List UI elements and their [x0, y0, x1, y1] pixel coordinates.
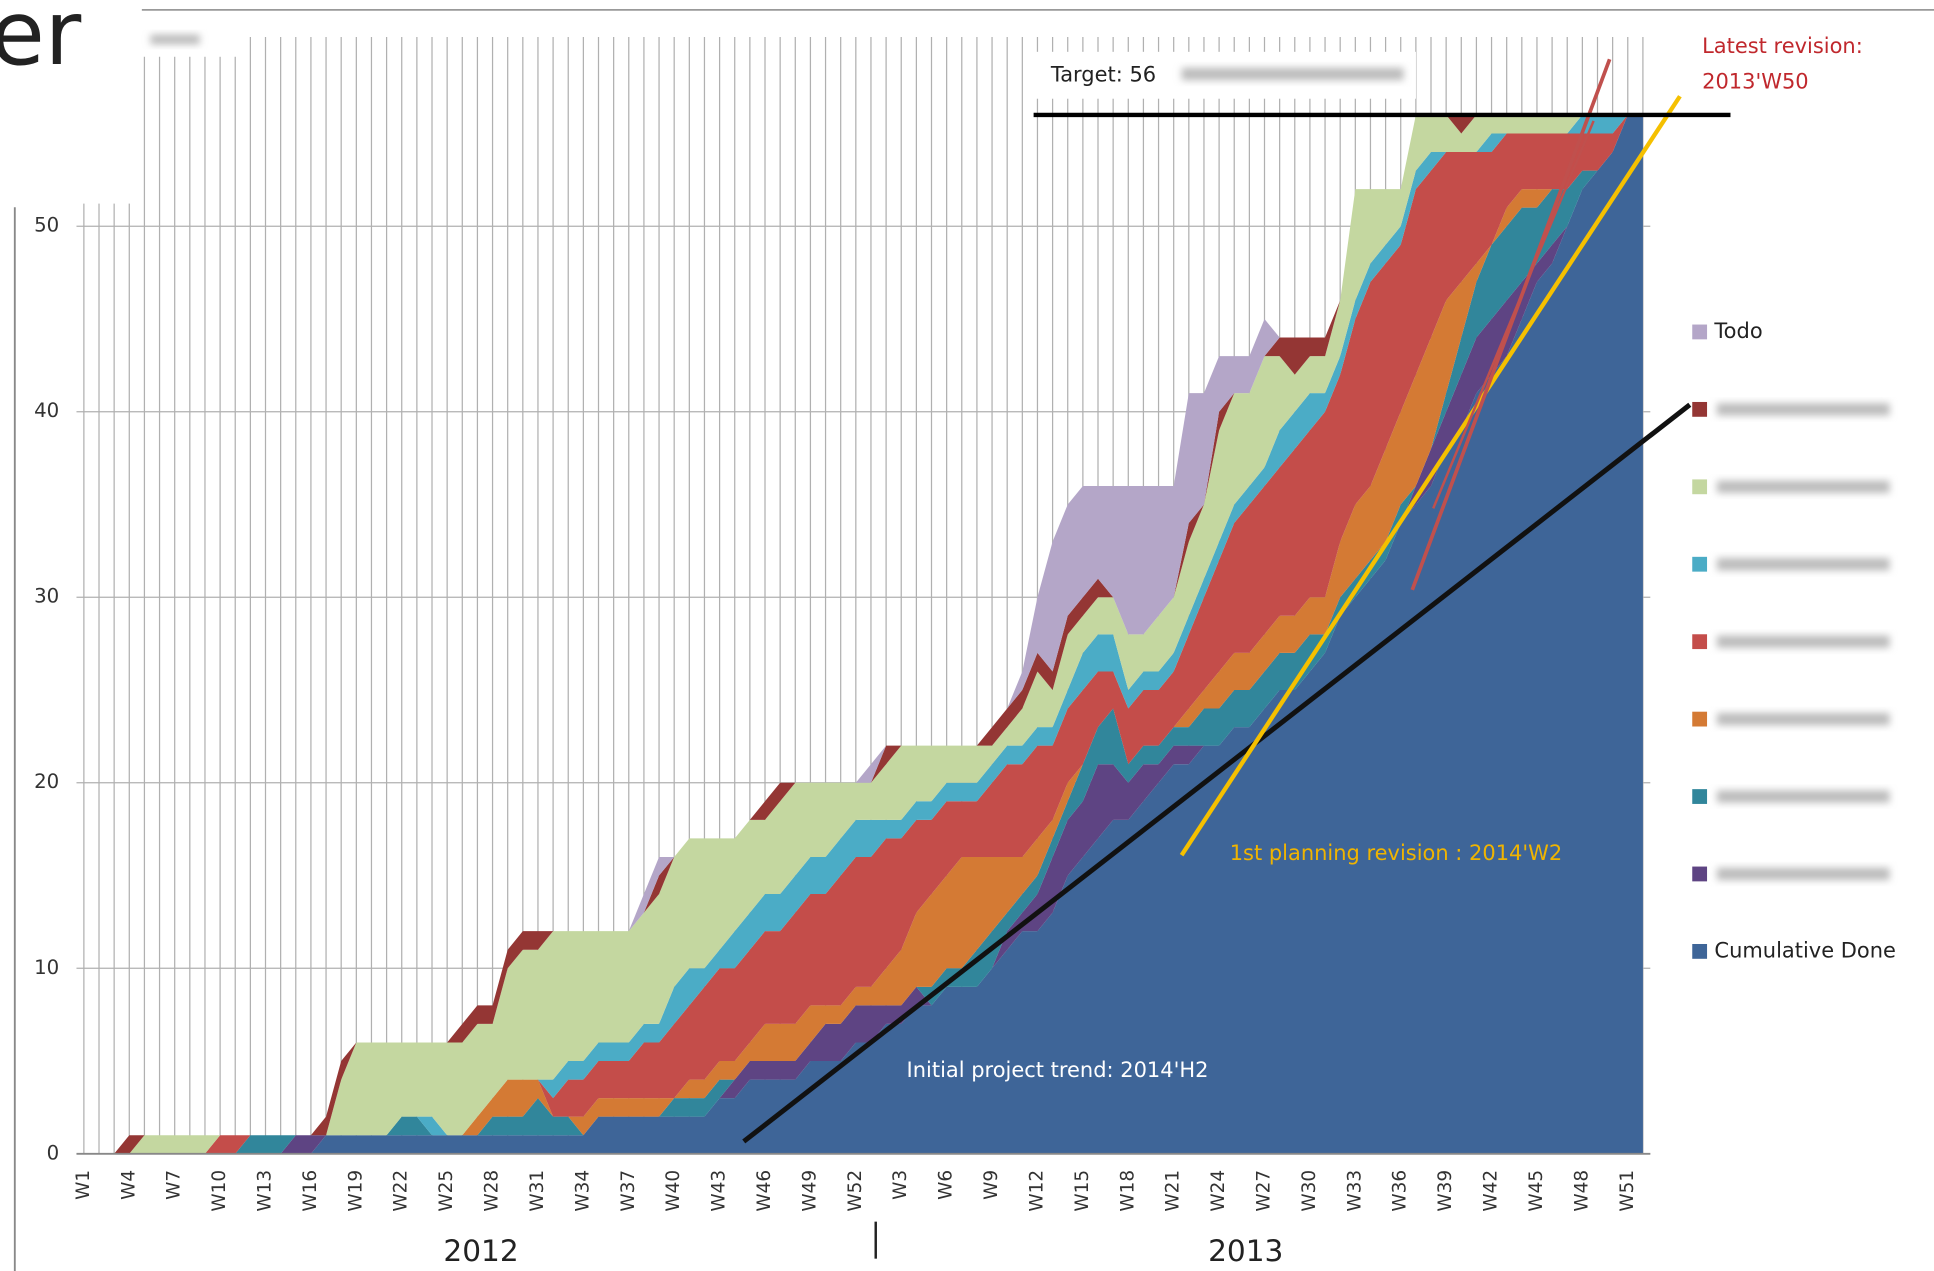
x-tick-label: W12 [1026, 1170, 1047, 1212]
legend-swatch [1692, 324, 1708, 340]
x-tick-label: W52 [845, 1170, 866, 1212]
x-tick-label: W42 [1481, 1170, 1502, 1212]
x-group-label: 2012 [443, 1234, 518, 1268]
legend-swatch [1692, 634, 1708, 650]
x-tick-label: W43 [709, 1170, 730, 1212]
x-tick-label: W18 [1117, 1170, 1138, 1212]
area [83, 114, 1643, 1154]
y-tick-label: 0 [47, 1141, 60, 1164]
areas [83, 114, 1643, 1154]
area [83, 114, 1643, 1154]
legend-blurred-label [1716, 790, 1890, 803]
x-tick-label: W10 [209, 1170, 230, 1212]
legend-swatch [1692, 789, 1708, 804]
x-tick-label: W4 [118, 1170, 139, 1200]
slide-title: er [0, 0, 82, 85]
x-tick-label: W27 [1254, 1170, 1275, 1212]
legend-blurred-label [1716, 480, 1890, 493]
x-tick-label: W9 [981, 1170, 1002, 1200]
x-tick-label: W19 [345, 1170, 366, 1212]
x-tick-label: W49 [799, 1170, 820, 1212]
legend-swatch [1692, 556, 1708, 572]
latest-revision-line [1432, 120, 1595, 509]
initial-trend-line [742, 402, 1692, 1144]
legend-label: Todo [1713, 319, 1762, 343]
x-tick-label: W37 [618, 1170, 639, 1212]
x-tick-label: W6 [936, 1170, 957, 1200]
legend-swatch [1692, 711, 1708, 727]
x-tick-label: W51 [1617, 1170, 1638, 1212]
legend-swatch [1692, 479, 1708, 495]
latest-revision-line [1410, 58, 1612, 591]
blurred-text [1181, 67, 1404, 81]
legend-blurred-label [1716, 712, 1890, 726]
x-tick-label: W33 [1344, 1170, 1365, 1212]
annotation: Latest revision: [1702, 34, 1863, 58]
annotation: Initial project trend: 2014'H2 [907, 1058, 1209, 1082]
legend-swatch [1692, 943, 1708, 959]
legend-label: Cumulative Done [1714, 938, 1895, 962]
x-tick-label: W22 [391, 1170, 412, 1212]
blurred-text [150, 34, 200, 45]
target-label: Target: 56 [1050, 62, 1156, 86]
y-tick-label: 20 [34, 770, 59, 793]
x-tick-label: W40 [663, 1170, 684, 1212]
annotation: 1st planning revision : 2014'W2 [1230, 841, 1563, 865]
x-tick-label: W15 [1072, 1170, 1093, 1212]
x-group-label: 2013 [1208, 1234, 1283, 1268]
x-tick-label: W48 [1571, 1170, 1592, 1212]
x-tick-label: W30 [1299, 1170, 1320, 1212]
first-revision-line [1179, 95, 1682, 857]
x-tick-label: W28 [482, 1170, 503, 1212]
legend-blurred-label [1716, 558, 1890, 571]
x-tick-label: W25 [436, 1170, 457, 1212]
y-tick-label: 30 [34, 585, 59, 608]
x-tick-label: W13 [255, 1170, 276, 1212]
annotation: 2013'W50 [1702, 70, 1809, 94]
legend-blurred-label [1716, 867, 1890, 881]
y-tick-label: 40 [34, 399, 59, 422]
x-tick-label: W7 [164, 1170, 185, 1200]
x-tick-label: W36 [1390, 1170, 1411, 1212]
area [83, 114, 1643, 1154]
legend-blurred-label [1716, 403, 1890, 416]
x-tick-label: W3 [890, 1170, 911, 1200]
x-tick-label: W34 [572, 1170, 593, 1212]
x-tick-label: W16 [300, 1170, 321, 1212]
x-tick-label: W31 [527, 1170, 548, 1212]
y-tick-label: 50 [34, 214, 59, 237]
y-tick-label: 10 [34, 956, 59, 979]
x-tick-label: W21 [1163, 1170, 1184, 1212]
x-tick-label: W24 [1208, 1170, 1229, 1212]
title-mask [0, 0, 139, 204]
x-tick-label: W1 [73, 1170, 94, 1200]
legend-swatch [1692, 866, 1708, 882]
legend-blurred-label [1716, 635, 1890, 648]
legend-swatch [1692, 401, 1708, 417]
x-tick-label: W45 [1526, 1170, 1547, 1212]
x-tick-label: W39 [1435, 1170, 1456, 1212]
overlay: 0 10 20 30 40 50 W1 W4 W7 W10 W13 W16 W19 W22 W25 W28 W3… [34, 112, 1896, 1212]
x-tick-label: W46 [754, 1170, 775, 1212]
area [83, 114, 1643, 1154]
